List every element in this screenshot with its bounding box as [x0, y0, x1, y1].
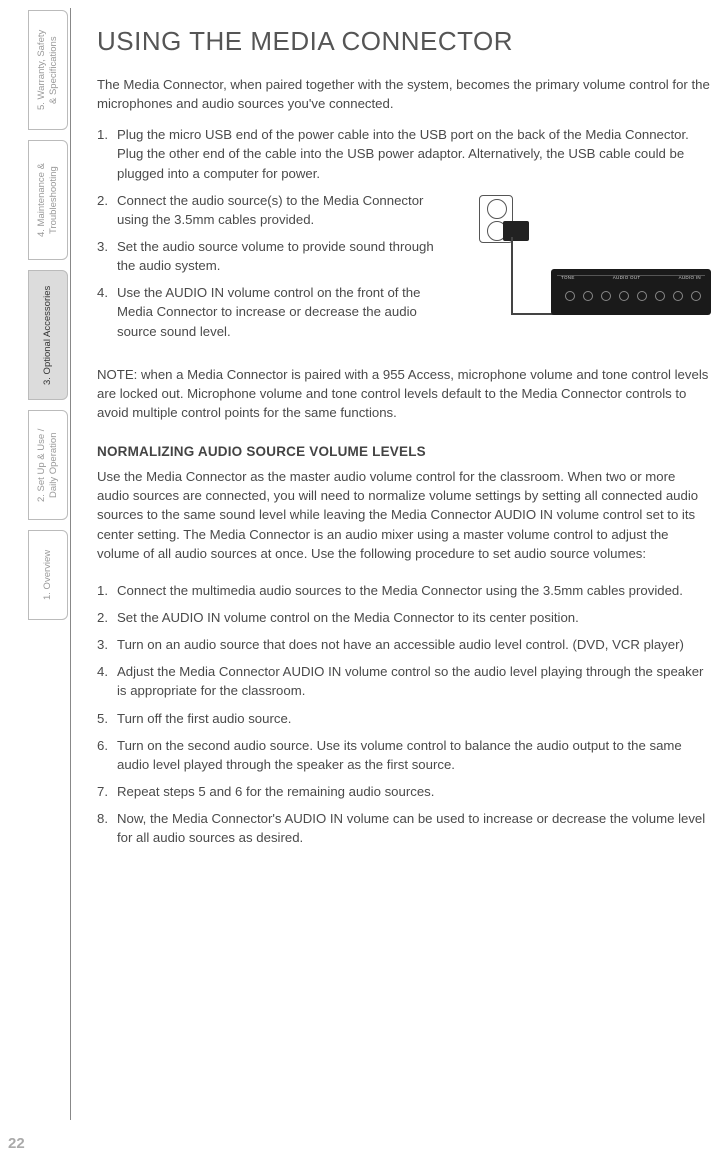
- content: USING THE MEDIA CONNECTOR The Media Conn…: [70, 8, 711, 1120]
- step-item: 5.Turn off the first audio source.: [97, 709, 711, 728]
- step-item: 1. Plug the micro USB end of the power c…: [97, 125, 711, 182]
- page-title: USING THE MEDIA CONNECTOR: [97, 26, 711, 57]
- steps-normalize: 1.Connect the multimedia audio sources t…: [97, 581, 711, 848]
- media-connector-icon: TONE AUDIO OUT AUDIO IN: [551, 269, 711, 315]
- steps-top: 1. Plug the micro USB end of the power c…: [97, 125, 711, 182]
- side-tab[interactable]: 5. Warranty, Safety& Specifications: [28, 10, 68, 130]
- plug-icon: [503, 221, 529, 241]
- step-item: 4.Adjust the Media Connector AUDIO IN vo…: [97, 662, 711, 700]
- page-number: 22: [8, 1135, 25, 1152]
- side-tabs: 5. Warranty, Safety& Specifications 4. Ma…: [0, 0, 70, 1170]
- note-paragraph: NOTE: when a Media Connector is paired w…: [97, 365, 711, 422]
- side-tab[interactable]: 2. Set Up & Use /Daily Operation: [28, 410, 68, 520]
- step-item: 2.Set the AUDIO IN volume control on the…: [97, 608, 711, 627]
- step-number: 1.: [97, 125, 117, 182]
- section-body: Use the Media Connector as the master au…: [97, 467, 711, 563]
- intro-paragraph: The Media Connector, when paired togethe…: [97, 75, 711, 113]
- step-item: 4.Use the AUDIO IN volume control on the…: [97, 283, 449, 340]
- step-item: 6.Turn on the second audio source. Use i…: [97, 736, 711, 774]
- steps-left: 2.Connect the audio source(s) to the Med…: [97, 191, 449, 341]
- step-item: 3.Turn on an audio source that does not …: [97, 635, 711, 654]
- section-heading: NORMALIZING AUDIO SOURCE VOLUME LEVELS: [97, 444, 711, 459]
- step-item: 7.Repeat steps 5 and 6 for the remaining…: [97, 782, 711, 801]
- device-illustration: TONE AUDIO OUT AUDIO IN: [461, 191, 711, 351]
- step-text: Plug the micro USB end of the power cabl…: [117, 125, 711, 182]
- side-tab[interactable]: 1. Overview: [28, 530, 68, 620]
- step-item: 1.Connect the multimedia audio sources t…: [97, 581, 711, 600]
- cable-icon: [511, 237, 513, 315]
- step-item: 3.Set the audio source volume to provide…: [97, 237, 449, 275]
- side-tab[interactable]: 4. Maintenance &Troubleshooting: [28, 140, 68, 260]
- side-tab[interactable]: 3. Optional Accessories: [28, 270, 68, 400]
- step-item: 2.Connect the audio source(s) to the Med…: [97, 191, 449, 229]
- step-item: 8.Now, the Media Connector's AUDIO IN vo…: [97, 809, 711, 847]
